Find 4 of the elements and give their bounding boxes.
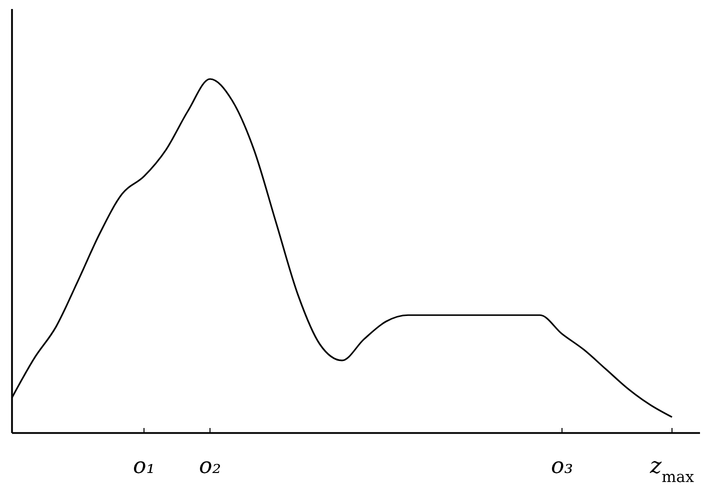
x-tick-label: o₁ <box>132 454 156 479</box>
x-tick-label: z$_{max}$ <box>648 454 694 486</box>
x-tick-label: o₂ <box>198 454 222 479</box>
x-tick-label: o₃ <box>550 454 574 479</box>
